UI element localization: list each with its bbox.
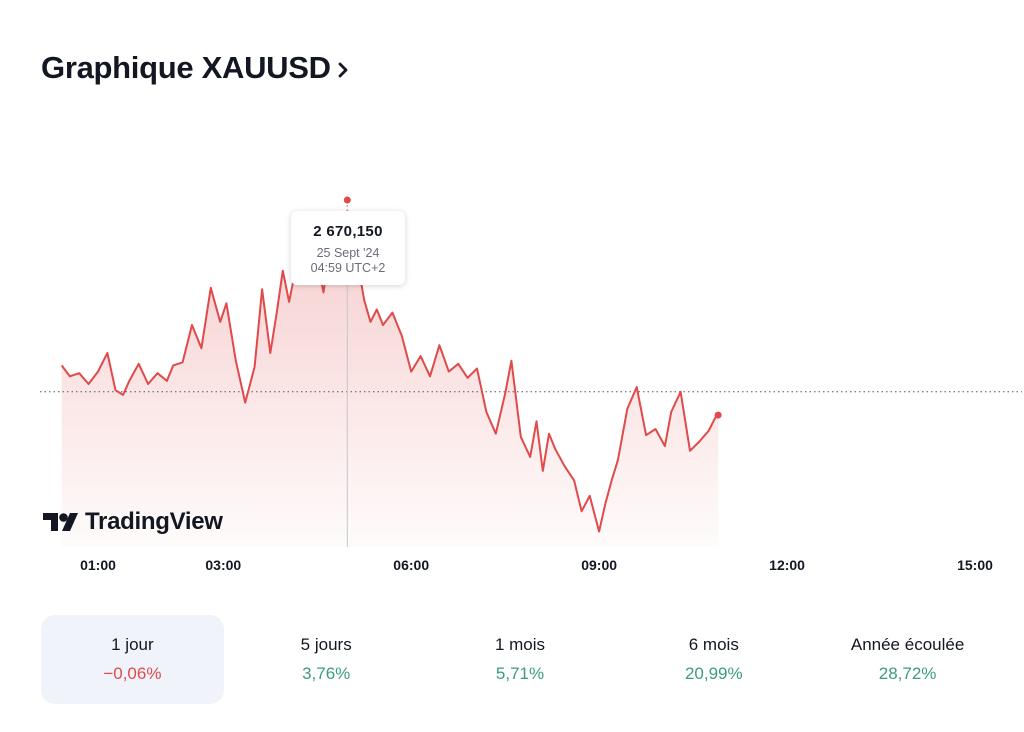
period-change: 3,76% bbox=[302, 664, 351, 683]
period-selector: 1 jour −0,06% 5 jours 3,76% 1 mois 5,71%… bbox=[41, 615, 999, 704]
x-tick-label: 03:00 bbox=[205, 557, 242, 573]
highlight-marker bbox=[343, 196, 351, 204]
price-tooltip: 2 670,150 25 Sept '24 04:59 UTC+2 bbox=[291, 211, 405, 285]
period-label: 6 mois bbox=[688, 635, 739, 654]
tradingview-logo: TradingView bbox=[41, 508, 223, 536]
tradingview-logo-icon bbox=[43, 513, 78, 531]
tradingview-wordmark: TradingView bbox=[85, 508, 223, 535]
period-1m[interactable]: 1 mois 5,71% bbox=[429, 615, 612, 704]
period-change: 5,71% bbox=[495, 664, 545, 683]
period-change: 28,72% bbox=[878, 664, 937, 683]
x-tick-label: 09:00 bbox=[581, 557, 618, 573]
chart-title-link[interactable]: Graphique XAUUSD bbox=[41, 50, 349, 86]
price-area-fill bbox=[61, 211, 719, 547]
period-label: 1 mois bbox=[494, 635, 546, 654]
period-label: Année écoulée bbox=[850, 635, 965, 654]
x-tick-label: 01:00 bbox=[80, 557, 116, 573]
period-1d[interactable]: 1 jour −0,06% bbox=[41, 615, 224, 704]
tooltip-time: 04:59 UTC+2 bbox=[310, 261, 386, 275]
tooltip-price: 2 670,150 bbox=[313, 223, 383, 240]
x-tick-label: 12:00 bbox=[769, 557, 805, 573]
period-1y[interactable]: Année écoulée 28,72% bbox=[816, 615, 999, 704]
period-5d[interactable]: 5 jours 3,76% bbox=[235, 615, 418, 704]
price-chart[interactable] bbox=[0, 190, 1024, 550]
period-label: 1 jour bbox=[111, 635, 154, 654]
x-tick-label: 06:00 bbox=[393, 557, 430, 573]
period-change: 20,99% bbox=[684, 664, 743, 683]
period-change: −0,06% bbox=[103, 664, 162, 683]
last-price-point bbox=[714, 411, 722, 419]
period-6m[interactable]: 6 mois 20,99% bbox=[622, 615, 805, 704]
price-line bbox=[60, 210, 719, 533]
tooltip-date: 25 Sept '24 bbox=[316, 246, 380, 260]
chevron-right-icon bbox=[338, 62, 348, 78]
page-title: Graphique XAUUSD bbox=[41, 50, 331, 85]
period-label: 5 jours bbox=[300, 635, 352, 654]
x-tick-label: 15:00 bbox=[957, 557, 993, 573]
